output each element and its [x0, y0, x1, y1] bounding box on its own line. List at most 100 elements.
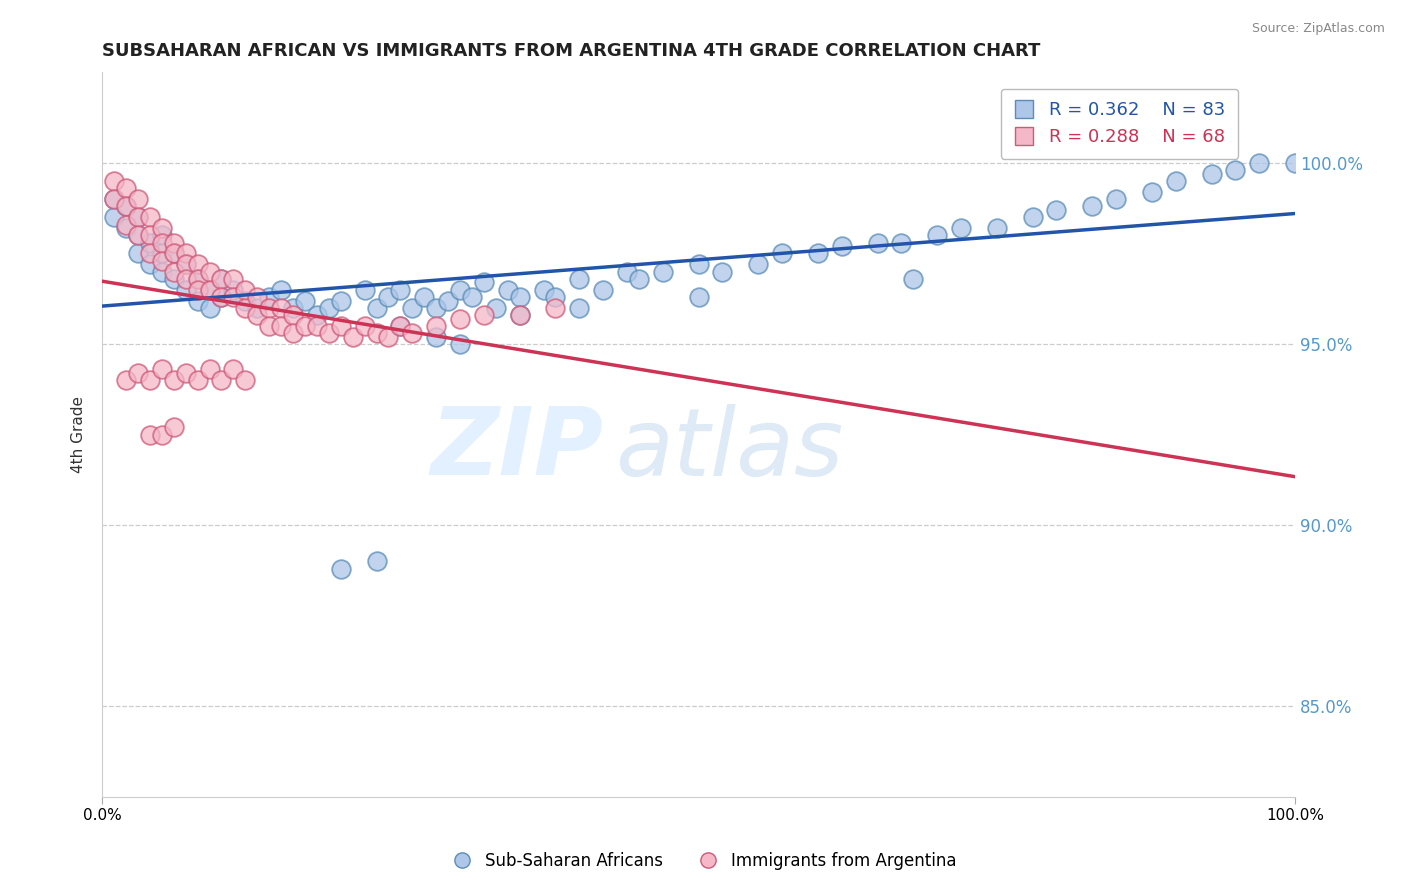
Point	[115, 221, 138, 235]
Point	[449, 283, 471, 297]
Point	[688, 290, 710, 304]
Point	[1225, 163, 1247, 178]
Point	[139, 257, 162, 271]
Point	[150, 228, 173, 243]
Point	[270, 283, 292, 297]
Point	[472, 276, 495, 290]
Point	[174, 366, 197, 380]
Point	[377, 330, 399, 344]
Point	[342, 330, 364, 344]
Point	[747, 257, 769, 271]
Point	[150, 362, 173, 376]
Point	[198, 362, 221, 376]
Point	[187, 373, 209, 387]
Point	[294, 293, 316, 308]
Point	[150, 253, 173, 268]
Point	[1140, 185, 1163, 199]
Point	[222, 283, 245, 297]
Point	[903, 272, 925, 286]
Point	[437, 293, 460, 308]
Point	[235, 373, 257, 387]
Point	[174, 257, 197, 271]
Point	[150, 246, 173, 260]
Point	[257, 290, 280, 304]
Point	[150, 221, 173, 235]
Point	[115, 199, 138, 213]
Point	[485, 301, 508, 315]
Point	[211, 373, 233, 387]
Point	[127, 211, 149, 225]
Point	[986, 221, 1008, 235]
Point	[174, 257, 197, 271]
Point	[222, 362, 245, 376]
Point	[866, 235, 889, 250]
Point	[377, 290, 399, 304]
Point	[366, 301, 388, 315]
Point	[139, 228, 162, 243]
Point	[127, 228, 149, 243]
Point	[401, 301, 423, 315]
Point	[425, 318, 447, 333]
Point	[461, 290, 484, 304]
Point	[127, 228, 149, 243]
Point	[257, 318, 280, 333]
Point	[198, 283, 221, 297]
Point	[139, 427, 162, 442]
Point	[270, 301, 292, 315]
Point	[305, 308, 328, 322]
Point	[163, 272, 186, 286]
Point	[150, 264, 173, 278]
Point	[257, 301, 280, 315]
Point	[127, 246, 149, 260]
Legend: R = 0.362    N = 83, R = 0.288    N = 68: R = 0.362 N = 83, R = 0.288 N = 68	[1001, 88, 1239, 159]
Point	[509, 290, 531, 304]
Point	[139, 246, 162, 260]
Point	[413, 290, 436, 304]
Point	[115, 373, 138, 387]
Point	[127, 192, 149, 206]
Point	[509, 308, 531, 322]
Point	[163, 246, 186, 260]
Point	[211, 272, 233, 286]
Point	[305, 318, 328, 333]
Point	[366, 554, 388, 568]
Point	[544, 290, 567, 304]
Point	[198, 283, 221, 297]
Point	[509, 308, 531, 322]
Point	[163, 235, 186, 250]
Point	[211, 290, 233, 304]
Point	[770, 246, 793, 260]
Point	[187, 283, 209, 297]
Point	[281, 308, 304, 322]
Point	[1105, 192, 1128, 206]
Point	[1045, 202, 1067, 217]
Point	[927, 228, 949, 243]
Point	[425, 330, 447, 344]
Point	[353, 318, 375, 333]
Point	[1201, 167, 1223, 181]
Point	[294, 318, 316, 333]
Point	[139, 373, 162, 387]
Point	[568, 272, 591, 286]
Point	[401, 326, 423, 340]
Point	[366, 326, 388, 340]
Point	[496, 283, 519, 297]
Point	[651, 264, 673, 278]
Point	[163, 246, 186, 260]
Point	[222, 272, 245, 286]
Point	[187, 272, 209, 286]
Point	[115, 218, 138, 232]
Point	[211, 290, 233, 304]
Point	[592, 283, 614, 297]
Point	[187, 257, 209, 271]
Point	[115, 199, 138, 213]
Point	[472, 308, 495, 322]
Point	[198, 264, 221, 278]
Point	[150, 235, 173, 250]
Point	[270, 318, 292, 333]
Point	[890, 235, 912, 250]
Point	[389, 318, 412, 333]
Point	[127, 366, 149, 380]
Point	[353, 283, 375, 297]
Point	[187, 293, 209, 308]
